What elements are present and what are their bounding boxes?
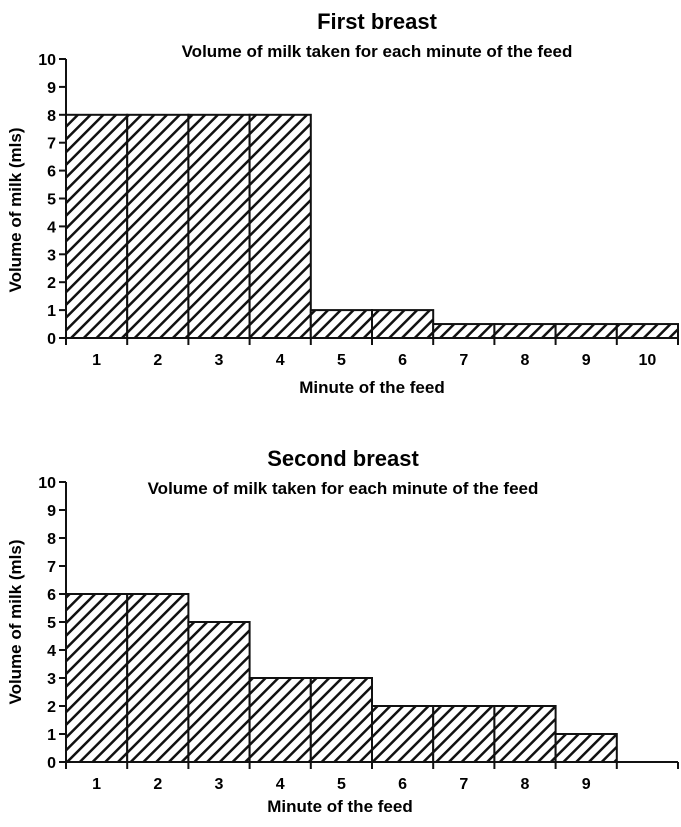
x-tick-label: 10	[639, 352, 657, 369]
chart-first-breast: First breast Volume of milk taken for ea…	[6, 9, 679, 397]
y-tick-label: 6	[47, 587, 56, 604]
bar-minute-9	[554, 733, 618, 763]
bar-minute-3	[187, 113, 251, 339]
bar-group	[65, 593, 618, 763]
x-tick-label: 1	[92, 352, 101, 369]
x-tick-label: 8	[521, 352, 530, 369]
y-tick-label: 8	[47, 531, 56, 548]
x-tick-label: 7	[459, 352, 468, 369]
y-tick-label: 2	[47, 699, 56, 716]
bar-minute-8	[493, 705, 557, 763]
y-tick-label: 7	[47, 136, 56, 153]
x-tick-label: 9	[582, 352, 591, 369]
bar-minute-2	[126, 593, 190, 763]
bar-minute-3	[187, 621, 251, 763]
y-tick-label: 4	[47, 643, 56, 660]
x-tick-label: 3	[215, 352, 224, 369]
y-tick-label: 1	[47, 303, 56, 320]
y-tick-label: 9	[47, 80, 56, 97]
bar-minute-1	[65, 113, 129, 339]
y-tick-label: 3	[47, 247, 56, 264]
bar-minute-8	[493, 323, 557, 339]
axes	[59, 58, 679, 345]
x-tick-label: 5	[337, 776, 346, 793]
bar-group	[65, 113, 679, 340]
x-tick-label: 1	[92, 776, 101, 793]
y-tick-label: 5	[47, 192, 56, 209]
y-tick-label: 0	[47, 755, 56, 772]
bar-minute-6	[371, 705, 435, 763]
chart-title: Second breast	[267, 446, 419, 471]
x-tick-label: 7	[459, 776, 468, 793]
x-tick-label: 4	[276, 352, 285, 369]
bar-minute-9	[554, 323, 618, 339]
y-tick-label: 5	[47, 615, 56, 632]
x-tick-label: 6	[398, 352, 407, 369]
chart-title: First breast	[317, 9, 437, 34]
y-tick-label: 8	[47, 108, 56, 125]
bar-minute-10	[615, 323, 679, 339]
y-tick-label: 10	[38, 475, 56, 492]
x-tick-labels: 1 2 3 4 5 6 7 8 9	[92, 776, 591, 793]
y-tick-label: 0	[47, 331, 56, 348]
bar-minute-5	[309, 677, 373, 763]
bar-minute-7	[432, 705, 496, 763]
x-tick-label: 2	[153, 776, 162, 793]
x-tick-label: 8	[521, 776, 530, 793]
x-tick-label: 4	[276, 776, 285, 793]
y-tick-labels: 0 1 2 3 4 5 6 7 8 9 10	[38, 52, 56, 348]
y-tick-label: 10	[38, 52, 56, 69]
chart-subtitle: Volume of milk taken for each minute of …	[148, 479, 539, 498]
bar-minute-5	[309, 309, 373, 340]
y-tick-label: 2	[47, 275, 56, 292]
bar-minute-1	[65, 593, 129, 763]
y-tick-label: 7	[47, 559, 56, 576]
y-tick-label: 1	[47, 727, 56, 744]
bar-minute-4	[248, 113, 312, 339]
x-tick-label: 2	[153, 352, 162, 369]
axes	[59, 481, 679, 769]
bar-minute-4	[248, 677, 312, 763]
y-tick-label: 4	[47, 219, 56, 236]
x-tick-label: 9	[582, 776, 591, 793]
bar-minute-7	[432, 323, 496, 339]
x-axis-label: Minute of the feed	[267, 797, 412, 816]
bar-minute-6	[371, 309, 435, 340]
y-tick-label: 6	[47, 164, 56, 181]
x-tick-label: 6	[398, 776, 407, 793]
y-axis-label: Volume of milk (mls)	[6, 128, 25, 293]
x-tick-label: 5	[337, 352, 346, 369]
chart-second-breast: Second breast Volume of milk taken for e…	[6, 446, 679, 816]
chart-subtitle: Volume of milk taken for each minute of …	[182, 42, 573, 61]
bar-minute-2	[126, 113, 190, 339]
y-tick-label: 9	[47, 503, 56, 520]
x-tick-labels: 1 2 3 4 5 6 7 8 9 10	[92, 352, 656, 369]
x-axis-label: Minute of the feed	[299, 378, 444, 397]
x-tick-label: 3	[215, 776, 224, 793]
y-tick-labels: 0 1 2 3 4 5 6 7 8 9 10	[38, 475, 56, 772]
y-tick-label: 3	[47, 671, 56, 688]
y-axis-label: Volume of milk (mls)	[6, 540, 25, 705]
